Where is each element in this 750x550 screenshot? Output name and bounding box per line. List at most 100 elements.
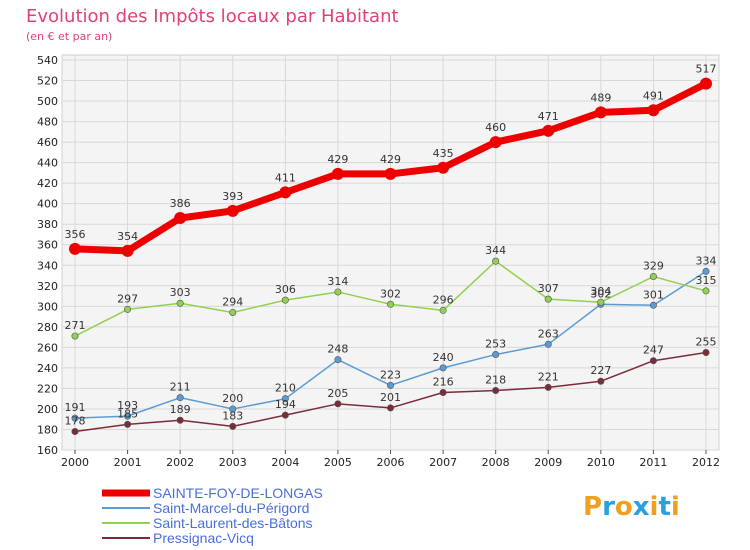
data-point	[702, 348, 710, 356]
x-tick-label: 2008	[482, 456, 510, 469]
data-point	[229, 308, 237, 316]
data-point	[597, 377, 605, 385]
data-point	[176, 299, 184, 307]
data-point	[544, 295, 552, 303]
data-label: 489	[590, 91, 611, 104]
brand-letter: t	[658, 492, 670, 522]
data-point	[229, 422, 237, 430]
data-label: 227	[590, 364, 611, 377]
data-label: 183	[222, 409, 243, 422]
legend: SAINTE-FOY-DE-LONGASSaint-Marcel-du-Péri…	[102, 485, 323, 546]
data-label: 178	[65, 415, 86, 428]
data-point	[174, 212, 187, 225]
y-tick-label: 380	[37, 218, 58, 231]
data-label: 185	[117, 407, 138, 420]
data-label: 460	[485, 121, 506, 134]
data-label: 356	[65, 228, 86, 241]
y-tick-label: 260	[37, 341, 58, 354]
data-point	[384, 167, 397, 180]
y-tick-label: 500	[37, 95, 58, 108]
data-point	[647, 104, 660, 117]
data-point	[71, 332, 79, 340]
data-label: 191	[65, 401, 86, 414]
data-point	[386, 381, 394, 389]
data-point	[334, 356, 342, 364]
data-point	[121, 244, 134, 257]
data-label: 517	[696, 63, 717, 76]
data-label: 334	[696, 254, 717, 267]
data-label: 263	[538, 327, 559, 340]
legend-label: Saint-Marcel-du-Périgord	[153, 500, 309, 516]
data-point	[331, 167, 344, 180]
data-point	[279, 186, 292, 199]
data-label: 386	[170, 197, 191, 210]
data-point	[124, 412, 132, 420]
brand-letter: x	[633, 492, 650, 522]
data-point	[176, 416, 184, 424]
data-label: 411	[275, 171, 296, 184]
data-label: 304	[590, 285, 611, 298]
data-label: 429	[327, 153, 348, 166]
label-layer: 191 193 211 200 210 248 223 240 253 263 302 301 334 2…	[65, 63, 717, 428]
data-label: 223	[380, 368, 401, 381]
data-point	[492, 257, 500, 265]
brand-letter: P	[583, 492, 602, 522]
data-label: 216	[433, 376, 454, 389]
data-label: 329	[643, 260, 664, 273]
data-point	[437, 161, 450, 174]
y-tick-label: 180	[37, 423, 58, 436]
data-point	[439, 389, 447, 397]
data-label: 297	[117, 292, 138, 305]
data-label: 205	[327, 387, 348, 400]
data-label: 271	[65, 319, 86, 332]
data-label: 253	[485, 338, 506, 351]
data-label: 344	[485, 244, 506, 257]
data-point	[176, 394, 184, 402]
y-tick-label: 360	[37, 239, 58, 252]
y-tick-label: 540	[37, 54, 58, 67]
data-label: 301	[643, 288, 664, 301]
grid-layer	[62, 55, 719, 451]
data-point	[229, 405, 237, 413]
y-tick-label: 220	[37, 382, 58, 395]
data-label: 303	[170, 286, 191, 299]
data-label: 201	[380, 391, 401, 404]
data-label: 354	[117, 230, 138, 243]
y-tick-label: 440	[37, 157, 58, 170]
data-point	[386, 300, 394, 308]
data-label: 306	[275, 283, 296, 296]
x-tick-label: 2010	[587, 456, 615, 469]
data-point	[542, 124, 555, 137]
data-label: 302	[380, 287, 401, 300]
data-label: 471	[538, 110, 559, 123]
y-tick-label: 340	[37, 259, 58, 272]
data-point	[544, 383, 552, 391]
data-point	[71, 428, 79, 436]
data-point	[281, 395, 289, 403]
brand-letter: o	[615, 492, 633, 522]
data-label: 221	[538, 370, 559, 383]
data-label: 194	[275, 398, 296, 411]
y-tick-label: 240	[37, 362, 58, 375]
y-tick-label: 460	[37, 136, 58, 149]
y-tick-label: 300	[37, 300, 58, 313]
legend-label: Saint-Laurent-des-Bâtons	[153, 515, 313, 531]
axis-layer: 160 180 200 220 240 260 280 300 320 340 360 380 400 4…	[37, 54, 720, 469]
brand-letter: i	[671, 492, 680, 522]
data-label: 193	[117, 399, 138, 412]
y-tick-label: 160	[37, 444, 58, 457]
data-point	[702, 267, 710, 275]
brand-letter: i	[650, 492, 659, 522]
x-tick-label: 2002	[166, 456, 194, 469]
data-label: 247	[643, 344, 664, 357]
data-point	[124, 305, 132, 313]
data-point	[439, 364, 447, 372]
data-point	[492, 386, 500, 394]
data-point	[124, 420, 132, 428]
data-point	[700, 77, 712, 90]
data-label: 315	[696, 274, 717, 287]
data-point	[69, 242, 81, 255]
brand-logo: Proxiti	[583, 492, 680, 522]
data-label: 210	[275, 382, 296, 395]
